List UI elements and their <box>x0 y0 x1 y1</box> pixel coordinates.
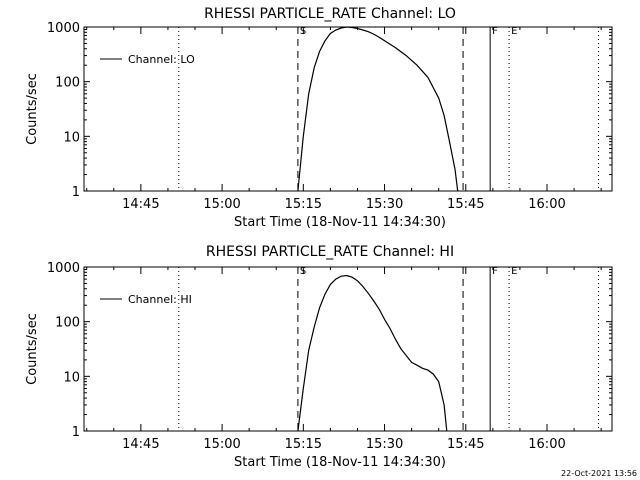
panel-2-plot-frame <box>83 266 613 432</box>
panel-1-y-tick-label: 1000 <box>47 21 80 36</box>
panel-1-y-tick-label: 100 <box>55 76 80 91</box>
panel-1-marker-label: S <box>300 26 306 37</box>
panel-1-series-line <box>297 26 459 192</box>
panel-2-y-tick-label: 100 <box>55 316 80 331</box>
panel-2-marker-label: E <box>511 266 517 277</box>
panel-1-x-tick-label: 14:45 <box>122 197 159 212</box>
panel-2-x-tick-label: 15:30 <box>366 437 403 452</box>
panel-1-x-tick-label: 15:00 <box>203 197 240 212</box>
panel-2-marker-label: S <box>300 266 306 277</box>
panel-1-marker-label: F <box>492 26 498 37</box>
panel-1-x-axis-label: Start Time (18-Nov-11 14:34:30) <box>234 215 446 230</box>
panel-2-x-tick-label: 15:15 <box>285 437 322 452</box>
timestamp-footer: 22-Oct-2021 13:56 <box>561 469 637 478</box>
panel-2-x-tick-label: 14:45 <box>122 437 159 452</box>
panel-2-x-tick-label: 15:00 <box>203 437 240 452</box>
panel-1-chart-title: RHESSI PARTICLE_RATE Channel: LO <box>204 6 456 22</box>
panel-2-legend-label: Channel: HI <box>128 293 192 306</box>
panel-1-plot-frame <box>83 26 613 192</box>
panel-1-x-tick-label: 15:15 <box>285 197 322 212</box>
panel-2-y-tick-label: 10 <box>63 370 80 385</box>
panel-2-series-line <box>297 274 448 432</box>
panel-1-x-tick-label: 16:00 <box>528 197 565 212</box>
panel-1-marker-label: E <box>511 26 517 37</box>
panel-1-y-tick-label: 1 <box>72 185 80 200</box>
panel-1-x-tick-label: 15:45 <box>447 197 484 212</box>
panel-2-x-tick-label: 16:00 <box>528 437 565 452</box>
panel-2-x-axis-label: Start Time (18-Nov-11 14:34:30) <box>234 455 446 470</box>
panel-1-legend-label: Channel: LO <box>128 53 195 66</box>
panel-2-y-tick-label: 1000 <box>47 261 80 276</box>
panel-1-x-tick-label: 15:30 <box>366 197 403 212</box>
panel-2-x-tick-label: 15:45 <box>447 437 484 452</box>
panel-2-y-tick-label: 1 <box>72 425 80 440</box>
panel-2-chart-title: RHESSI PARTICLE_RATE Channel: HI <box>206 244 454 260</box>
panel-1-y-tick-label: 10 <box>63 130 80 145</box>
panel-2-y-axis-label: Counts/sec <box>25 313 40 385</box>
panel-2-marker-label: F <box>492 266 498 277</box>
panel-1-y-axis-label: Counts/sec <box>25 73 40 145</box>
